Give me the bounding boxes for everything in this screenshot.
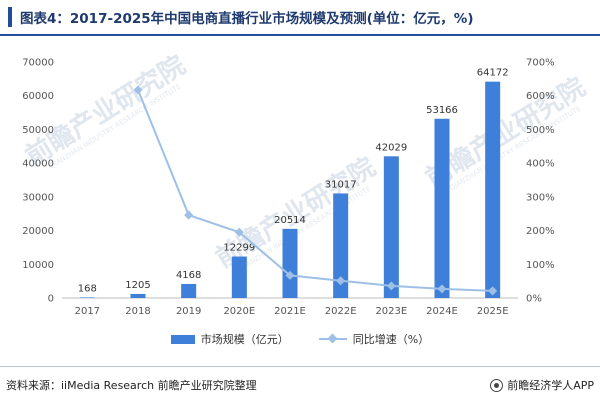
x-axis-tick-label: 2023E xyxy=(375,306,407,317)
bar xyxy=(282,228,298,298)
bar-data-label: 1205 xyxy=(125,280,150,291)
right-axis-tick-label: 0% xyxy=(526,294,542,305)
left-axis-tick-label: 60000 xyxy=(22,91,54,102)
left-axis: 0 10000 20000 30000 40000 50000 60000 70000 xyxy=(22,58,54,305)
line-point xyxy=(184,210,194,220)
left-axis-tick-label: 0 xyxy=(48,294,54,305)
right-axis-tick-label: 500% xyxy=(526,125,555,136)
footer: 资料来源：iiMedia Research 前瞻产业研究院整理 前瞻经济学人AP… xyxy=(0,374,600,396)
x-axis-tick-label: 2017 xyxy=(75,306,100,317)
bar xyxy=(79,297,95,298)
x-axis-tick-label: 2020E xyxy=(223,306,255,317)
line-point xyxy=(386,281,396,291)
bar-series xyxy=(79,81,501,298)
bar-data-labels: 168 1205 4168 12299 20514 31017 42029 53166 6417… xyxy=(78,68,509,295)
bar-data-label: 4168 xyxy=(176,270,201,281)
x-axis-tick-label: 2021E xyxy=(274,306,306,317)
left-axis-tick-label: 20000 xyxy=(22,226,54,237)
title-rule xyxy=(0,34,600,36)
right-axis: 0% 100% 200% 300% 400% 500% 600% 700% xyxy=(526,58,555,305)
bar-data-label: 12299 xyxy=(223,243,255,254)
bar xyxy=(485,81,501,298)
right-axis-tick-label: 300% xyxy=(526,192,555,203)
right-axis-tick-label: 200% xyxy=(526,226,555,237)
bar-data-label: 31017 xyxy=(325,179,357,190)
left-axis-tick-label: 40000 xyxy=(22,159,54,170)
right-axis-tick-label: 400% xyxy=(526,159,555,170)
source-note: 资料来源：iiMedia Research 前瞻产业研究院整理 xyxy=(6,379,257,392)
legend-item-line: 同比增速（%） xyxy=(318,331,430,347)
x-axis-tick-label: 2019 xyxy=(176,306,201,317)
line-point xyxy=(234,227,244,237)
brand-credit: 前瞻经济学人APP xyxy=(490,377,594,393)
line-series xyxy=(133,85,498,296)
bar xyxy=(434,118,450,298)
legend-item-bar: 市场规模（亿元） xyxy=(170,331,289,347)
brand-name: 前瞻经济学人APP xyxy=(507,379,594,392)
bar-data-label: 20514 xyxy=(274,215,306,226)
growth-line xyxy=(137,89,493,292)
bar xyxy=(130,293,146,298)
legend-bar-swatch xyxy=(170,334,195,344)
x-axis-tick-label: 2022E xyxy=(325,306,357,317)
left-axis-tick-label: 70000 xyxy=(22,58,54,69)
legend-line-swatch xyxy=(318,334,347,344)
left-axis-tick-label: 10000 xyxy=(22,260,54,271)
legend: 市场规模（亿元） 同比增速（%） xyxy=(0,330,600,348)
legend-bar-label: 市场规模（亿元） xyxy=(200,333,289,346)
right-axis-tick-label: 600% xyxy=(526,91,555,102)
brand-logo-icon xyxy=(490,378,504,392)
x-axis-tick-label: 2025E xyxy=(477,306,509,317)
left-axis-tick-label: 30000 xyxy=(22,192,54,203)
x-axis-tick-label: 2018 xyxy=(125,306,150,317)
title-bar: 图表4：2017-2025年中国电商直播行业市场规模及预测(单位：亿元，%) xyxy=(0,0,600,34)
bar xyxy=(231,256,247,298)
bar xyxy=(181,283,197,298)
x-axis: 2017 2018 2019 2020E 2021E 2022E 2023E 2024E 202… xyxy=(62,297,518,317)
right-axis-tick-label: 700% xyxy=(526,58,555,69)
bar-data-label: 168 xyxy=(78,283,97,294)
chart-title: 图表4：2017-2025年中国电商直播行业市场规模及预测(单位：亿元，%) xyxy=(20,11,474,27)
legend-line-label: 同比增速（%） xyxy=(352,333,430,346)
bar-data-label: 53166 xyxy=(426,105,458,116)
right-axis-tick-label: 100% xyxy=(526,260,555,271)
left-axis-tick-label: 50000 xyxy=(22,125,54,136)
bar-data-label: 64172 xyxy=(477,68,509,79)
bar xyxy=(333,193,349,298)
bar-data-label: 42029 xyxy=(375,142,407,153)
line-point xyxy=(133,85,143,95)
title-accent xyxy=(8,7,12,27)
bar xyxy=(383,156,399,298)
x-axis-tick-label: 2024E xyxy=(426,306,458,317)
footer-rule xyxy=(0,366,600,367)
